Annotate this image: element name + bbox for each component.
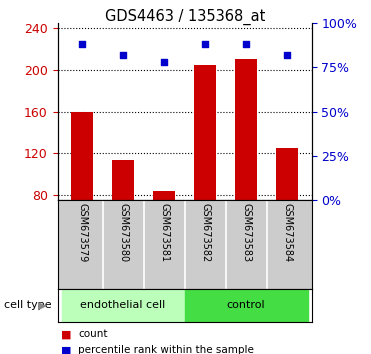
Point bbox=[243, 41, 249, 47]
Bar bbox=[185, 289, 308, 322]
Bar bbox=[112, 160, 134, 200]
Point bbox=[79, 41, 85, 47]
Text: GSM673583: GSM673583 bbox=[241, 202, 251, 262]
Bar bbox=[235, 59, 257, 200]
Bar bbox=[276, 148, 298, 200]
Text: GSM673580: GSM673580 bbox=[118, 202, 128, 262]
Text: cell type: cell type bbox=[4, 300, 51, 310]
Bar bbox=[62, 289, 185, 322]
Bar bbox=[153, 191, 175, 200]
Text: count: count bbox=[78, 329, 108, 339]
Text: GSM673584: GSM673584 bbox=[282, 202, 292, 262]
Text: GSM673579: GSM673579 bbox=[77, 202, 87, 262]
Point bbox=[202, 41, 208, 47]
Text: control: control bbox=[227, 300, 265, 310]
Text: endothelial cell: endothelial cell bbox=[81, 300, 166, 310]
Text: ■: ■ bbox=[61, 329, 72, 339]
Bar bbox=[71, 112, 93, 200]
Text: GSM673581: GSM673581 bbox=[159, 202, 169, 262]
Text: ▶: ▶ bbox=[39, 300, 47, 310]
Point bbox=[161, 59, 167, 65]
Text: percentile rank within the sample: percentile rank within the sample bbox=[78, 345, 254, 354]
Text: GSM673582: GSM673582 bbox=[200, 202, 210, 262]
Bar bbox=[194, 65, 216, 200]
Text: ■: ■ bbox=[61, 345, 72, 354]
Point bbox=[284, 52, 290, 58]
Point bbox=[120, 52, 126, 58]
Text: GDS4463 / 135368_at: GDS4463 / 135368_at bbox=[105, 9, 266, 25]
